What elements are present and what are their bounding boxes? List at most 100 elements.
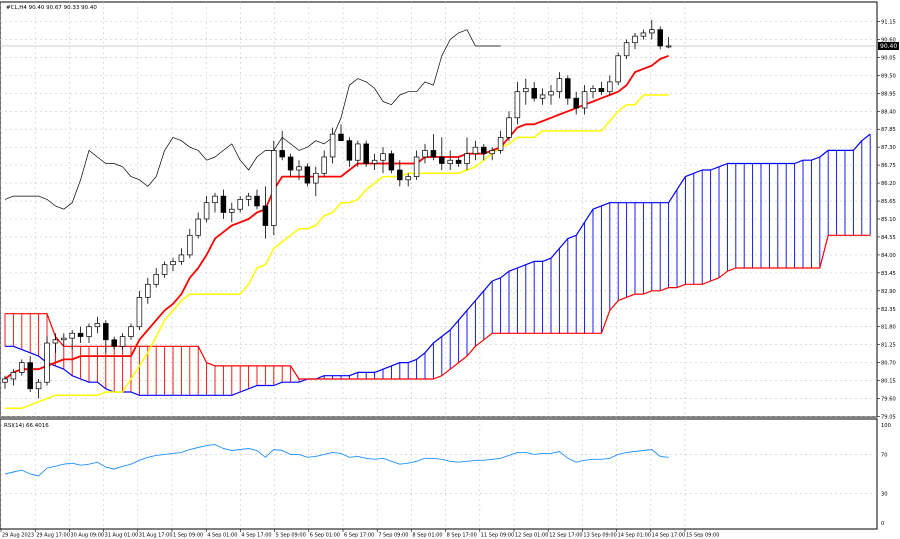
time-tick-label: 5 Sep 09:00 [276, 533, 306, 539]
candle-body [607, 81, 613, 93]
price-axis: 91.15 90.60 90.05 89.50 88.95 88.40 87.85 87.30… [877, 20, 896, 421]
candle-body [397, 169, 403, 181]
candle [61, 333, 67, 347]
time-tick-label: 13 Sep 09:00 [583, 533, 616, 539]
candle-body [178, 254, 185, 262]
candle [136, 290, 143, 330]
candle [422, 143, 428, 164]
candle-body [170, 261, 176, 266]
price-tick-label: 79.60 [881, 397, 896, 403]
price-tick-label: 89.50 [881, 73, 896, 79]
candle-body [548, 91, 554, 96]
candle-body [44, 342, 50, 383]
candle [229, 202, 235, 223]
price-tick-label: 87.30 [881, 145, 896, 151]
candle [623, 39, 630, 60]
candle [355, 140, 361, 167]
candle-body [439, 156, 445, 164]
chikou-span-line [4, 29, 501, 210]
candle-body [321, 156, 327, 174]
current-price-box [878, 42, 899, 50]
candle-body [497, 137, 504, 151]
candle-body [657, 29, 663, 47]
candle-body [430, 150, 437, 158]
candle [556, 72, 563, 99]
candle [607, 75, 613, 95]
candle [220, 189, 227, 219]
candle-body [195, 218, 201, 236]
time-tick-label: 29 Aug 2023 [2, 533, 34, 539]
price-tick-label: 81.25 [881, 343, 896, 349]
candle-body [136, 296, 143, 328]
candle [52, 333, 59, 353]
candle [506, 111, 512, 141]
candle [489, 147, 495, 161]
candle [447, 150, 453, 171]
rsi-tick-label: 30 [881, 492, 888, 498]
candle-body [94, 323, 101, 328]
candle [279, 130, 285, 161]
candle [178, 248, 185, 265]
price-pane[interactable]: 91.15 90.60 90.05 89.50 88.95 88.40 87.85 87.30… [0, 1, 899, 421]
time-tick-label: 11 Sep 09:00 [481, 533, 514, 539]
candle-body [313, 172, 319, 184]
candle-body [472, 146, 479, 155]
candle [573, 91, 579, 115]
candle-body [405, 176, 411, 181]
candle-body [380, 153, 386, 161]
candle [657, 26, 663, 50]
candle [237, 196, 243, 213]
candle [296, 160, 302, 180]
candle-body [245, 195, 252, 200]
candle-body [35, 381, 42, 390]
price-tick-label: 88.40 [881, 109, 896, 115]
candle-body [539, 94, 546, 99]
time-tick-label: 6 Sep 17:00 [344, 533, 374, 539]
candle [640, 29, 647, 40]
candle [329, 127, 336, 164]
candle [388, 150, 395, 174]
candle [287, 153, 294, 177]
candle-body [447, 159, 453, 164]
time-tick-label: 14 Sep 17:00 [652, 533, 685, 539]
candle-body [355, 143, 361, 161]
senkou-span-a-line [5, 133, 871, 396]
candle-body [86, 326, 92, 337]
time-tick-label: 14 Sep 01:00 [618, 533, 651, 539]
candle [598, 81, 605, 95]
rsi-tick-label: 0 [881, 521, 884, 527]
candle [615, 52, 621, 86]
candle-body [598, 88, 605, 93]
candle-body [506, 117, 512, 138]
price-tick-label: 84.00 [881, 253, 896, 259]
price-tick-label: 85.10 [881, 217, 896, 223]
time-tick-label: 8 Sep 17:00 [447, 533, 477, 539]
candle [523, 78, 529, 105]
price-tick-label: 88.95 [881, 91, 896, 97]
candle-body [565, 78, 571, 99]
price-tick-label: 85.65 [881, 199, 896, 205]
price-tick-label: 90.60 [881, 37, 896, 43]
ichimoku-cloud [4, 133, 871, 396]
candle [304, 163, 311, 187]
candle-body [111, 339, 117, 347]
candle [153, 267, 159, 288]
candle-body [27, 362, 33, 390]
candle [94, 316, 101, 334]
candle [548, 85, 554, 105]
kijun-sen-line [5, 94, 669, 410]
candle-body [203, 202, 210, 220]
candle [77, 326, 84, 344]
price-tick-label: 86.75 [881, 163, 896, 169]
candle-body [531, 88, 537, 99]
candle [313, 166, 319, 197]
time-tick-label: 30 Aug 09:00 [70, 533, 104, 539]
rsi-pane[interactable]: 100 70 30 0 RSI(14) 66.4016 [0, 418, 891, 530]
candle-body [2, 378, 8, 383]
candle-body [455, 159, 462, 164]
candle [212, 192, 218, 213]
candle [19, 359, 25, 376]
candle [10, 369, 17, 386]
time-tick-label: 12 Sep 17:00 [549, 533, 582, 539]
